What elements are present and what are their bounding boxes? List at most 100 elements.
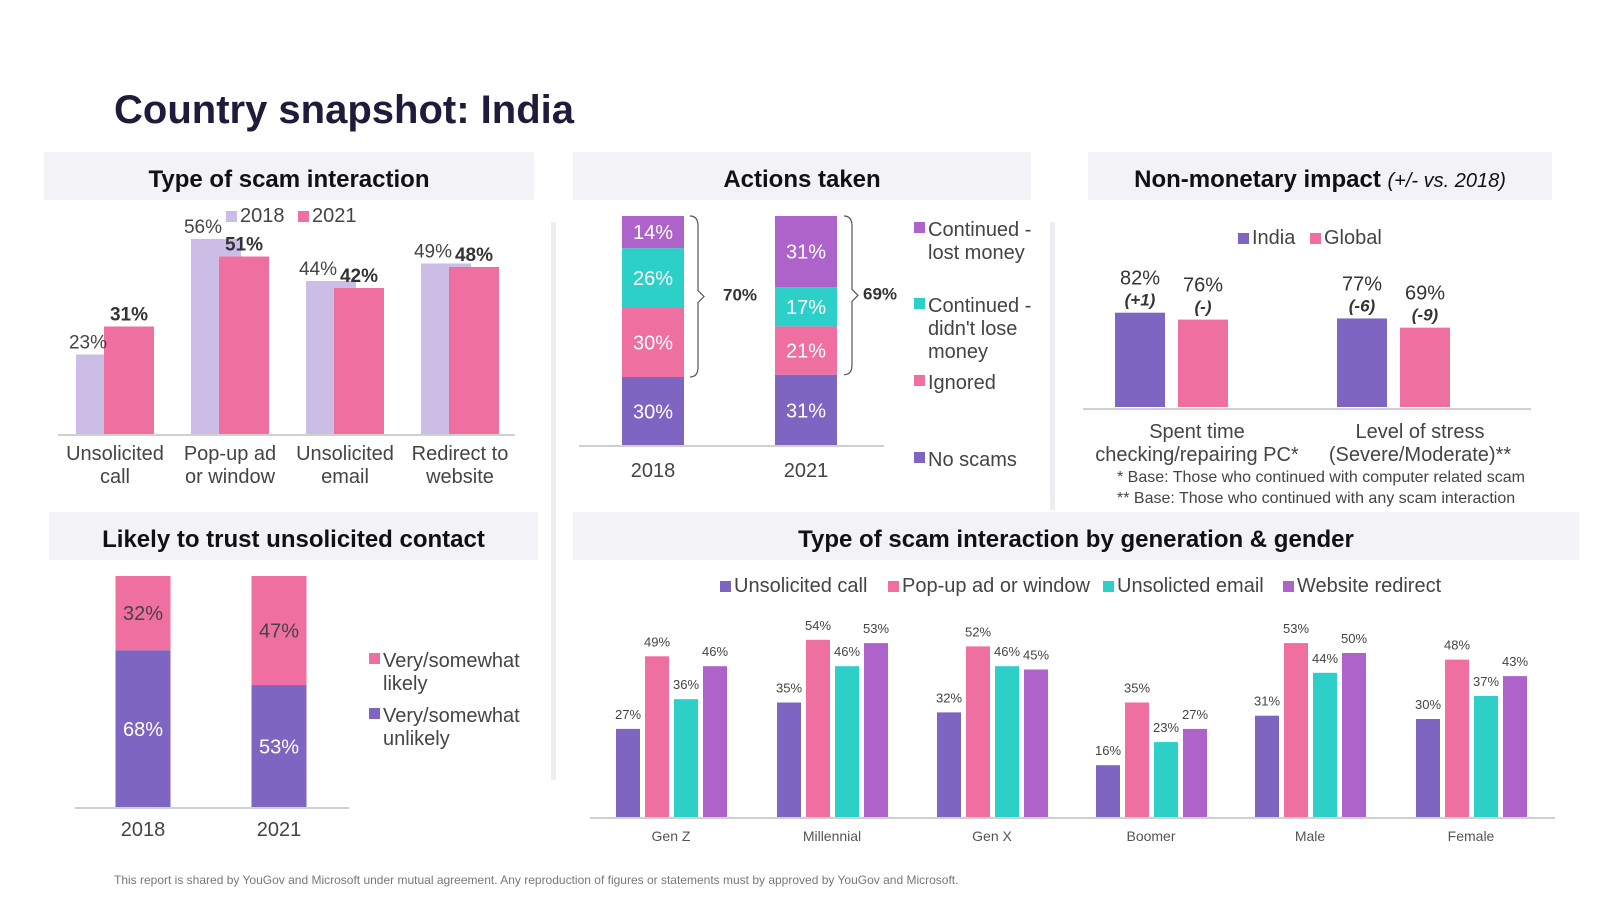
stack-1-3 [775, 216, 837, 288]
bar-3-3 [1183, 728, 1207, 818]
legend-label-0: Very/somewhat likely [383, 650, 520, 695]
legend-2021-swatch [298, 211, 309, 222]
note-1: ** Base: Those who continued with any sc… [1117, 490, 1515, 507]
label-0-3: 46% [702, 644, 728, 659]
label-4-3: 50% [1341, 631, 1367, 646]
stack-label-1-2: 17% [786, 297, 826, 319]
label-1-3: 53% [863, 621, 889, 636]
bar-1-1 [1400, 327, 1450, 407]
bar-3-1 [1125, 702, 1149, 818]
category-2: Gen X [972, 828, 1012, 844]
bar-1-0 [777, 702, 801, 818]
legend-india-swatch [1238, 233, 1249, 244]
bracket-label-0: 70% [723, 286, 757, 305]
bar-0-0 [1115, 312, 1165, 407]
bar-4-3 [1342, 653, 1366, 818]
page-title: Country snapshot: India [114, 88, 574, 132]
category-0: Unsolicited call [66, 443, 164, 488]
note-0: * Base: Those who continued with compute… [1117, 469, 1525, 486]
value-1-1: 69% [1405, 283, 1445, 305]
legend-2018-label: 2018 [240, 205, 285, 227]
bar-1-2 [835, 666, 859, 818]
bar-1-0 [1178, 319, 1228, 407]
legend-2-label: Unsolicted email [1117, 575, 1264, 597]
stack-0-1 [115, 576, 171, 651]
scam-type-heading: Type of scam interaction [44, 152, 534, 200]
category-3: Redirect to website [412, 443, 509, 488]
stack-label-0-1: 30% [633, 333, 673, 355]
non-monetary-title-note: (+/- vs. 2018) [1387, 170, 1506, 192]
bar-2-0 [937, 712, 961, 818]
legend-swatch-0 [914, 222, 925, 233]
category-1: 2021 [257, 819, 302, 841]
bar-4-1 [1284, 643, 1308, 818]
legend-0-swatch [720, 581, 731, 592]
legend-label-2: Ignored [928, 372, 996, 394]
bar-4-0 [1255, 715, 1279, 818]
legend-swatch-3 [914, 452, 925, 463]
label-2018-2: 44% [299, 259, 337, 280]
trust-chart: 68% 32% 2018 53% 47% 2021 Very/somewhat likely V… [75, 576, 520, 841]
label-5-2: 37% [1473, 674, 1499, 689]
label-2-3: 45% [1023, 648, 1049, 663]
stack-label-0-0: 68% [123, 719, 163, 741]
bracket-0 [689, 215, 705, 378]
label-0-2: 36% [673, 677, 699, 692]
bar-4-2 [1313, 672, 1337, 818]
label-2021-0: 31% [110, 305, 148, 326]
stack-0-3 [622, 216, 684, 249]
stack-0-1 [622, 308, 684, 377]
label-4-0: 31% [1254, 694, 1280, 709]
label-3-1: 35% [1124, 681, 1150, 696]
bar-2-2 [995, 666, 1019, 818]
legend-swatch-1 [369, 708, 380, 719]
generation-heading: Type of scam interaction by generation &… [573, 512, 1579, 560]
label-2018-0: 23% [69, 333, 107, 354]
category-1: Pop-up ad or window [184, 443, 276, 488]
label-3-0: 16% [1095, 743, 1121, 758]
category-0: 2018 [631, 460, 676, 482]
non-monetary-heading: Non-monetary impact (+/- vs. 2018) [1088, 152, 1552, 200]
legend-2018-swatch [226, 211, 237, 222]
label-2-2: 46% [994, 644, 1020, 659]
legend-3-label: Website redirect [1297, 575, 1442, 597]
bar-0-1 [645, 656, 669, 818]
legend-label-0: Continued -lost money [928, 219, 1031, 264]
trust-heading: Likely to trust unsolicited contact [49, 512, 538, 560]
stack-1-0 [775, 374, 837, 446]
legend-swatch-0 [369, 653, 380, 664]
stack-label-0-0: 30% [633, 402, 673, 424]
bracket-label-1: 69% [863, 284, 897, 303]
bracket-1 [843, 215, 859, 376]
legend-global-label: Global [1324, 227, 1382, 249]
category-0: Gen Z [652, 828, 691, 844]
bar-2-3 [1024, 669, 1048, 818]
stack-0-0 [622, 377, 684, 446]
divider-vertical-right [1050, 222, 1055, 510]
bar-5-3 [1503, 676, 1527, 818]
legend-0-label: Unsolicited call [734, 575, 867, 597]
label-3-2: 23% [1153, 720, 1179, 735]
label-4-1: 53% [1283, 621, 1309, 636]
label-2018-3: 49% [414, 242, 452, 263]
bar-2021-0 [104, 326, 154, 435]
value-0-1: 77% [1342, 273, 1382, 295]
legend-1-swatch [888, 581, 899, 592]
label-2021-1: 51% [225, 235, 263, 256]
bar-2021-1 [219, 256, 269, 435]
actions-chart: 30% 30% 26% 14% 2018 31% 21% 17% 31% 2021 70% 69% Co… [579, 215, 1031, 482]
change-0-0: (+1) [1125, 291, 1156, 310]
category-1: Millennial [803, 828, 861, 844]
stack-label-0-2: 26% [633, 268, 673, 290]
legend-swatch-2 [914, 375, 925, 386]
legend-india-label: India [1252, 227, 1296, 249]
bar-5-2 [1474, 695, 1498, 818]
bar-2-1 [966, 646, 990, 818]
label-2021-3: 48% [455, 245, 493, 266]
stack-0-0 [115, 650, 171, 808]
divider-vertical-left [551, 222, 556, 780]
bar-3-2 [1154, 742, 1178, 818]
legend-label-3: No scams [928, 449, 1017, 471]
label-0-1: 49% [644, 634, 670, 649]
